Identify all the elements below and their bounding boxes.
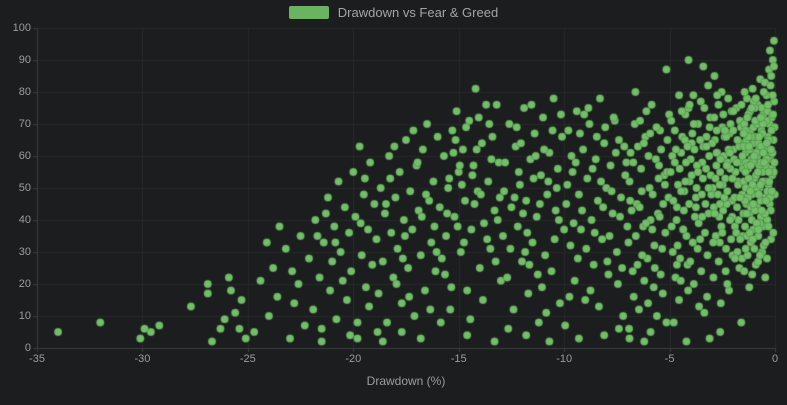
legend-item-drawdown-vs-fear-greed[interactable]: Drawdown vs Fear & Greed xyxy=(288,5,499,20)
legend-series-label: Drawdown vs Fear & Greed xyxy=(337,5,499,20)
legend-swatch-icon xyxy=(288,6,329,19)
legend: Drawdown vs Fear & Greed xyxy=(0,5,787,20)
